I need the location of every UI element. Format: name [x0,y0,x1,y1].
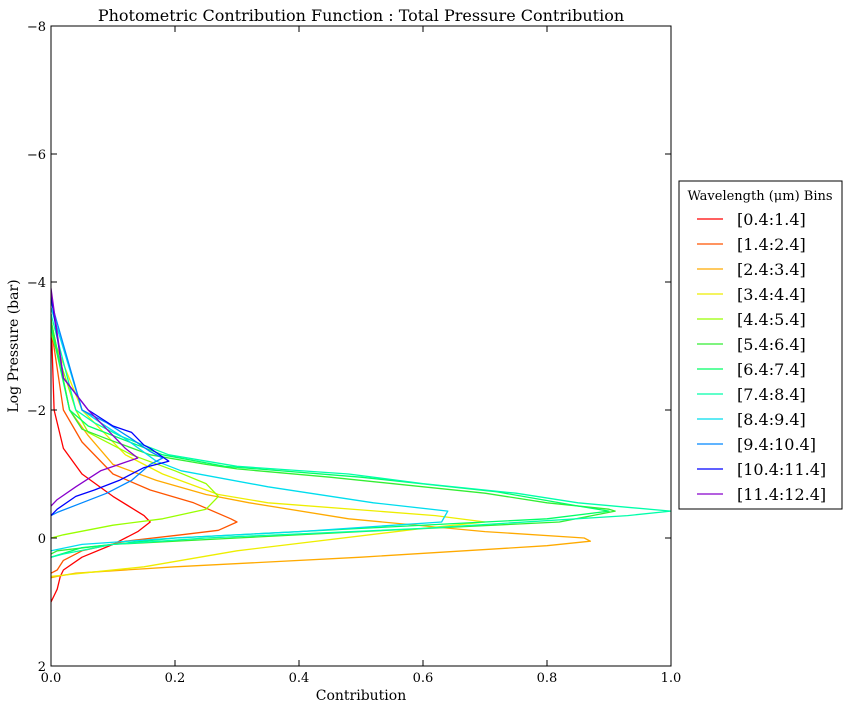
y-axis: 2 0 −2 −4 −6 −8 [27,20,671,675]
x-axis: 0.0 0.2 0.4 0.6 0.8 1.0 [41,26,682,686]
series-line [51,307,449,552]
legend-item-label: [3.4:4.4] [737,285,806,304]
legend-item-label: [4.4:5.4] [737,310,806,329]
y-tick-label: −4 [27,276,46,291]
x-tick-label: 1.0 [661,671,682,686]
y-tick-label: −6 [27,148,46,163]
chart-title: Photometric Contribution Function : Tota… [98,6,624,25]
y-axis-label: Log Pressure (bar) [6,279,22,412]
legend-item-label: [6.4:7.4] [737,360,806,379]
series-line [51,313,671,558]
series-line [51,301,164,517]
x-tick-label: 0.6 [413,671,434,686]
y-tick-label: −8 [27,20,46,35]
legend: Wavelength (μm) Bins [0.4:1.4] [1.4:2.4] [… [678,180,843,510]
series-line [51,313,151,603]
series-line [51,326,238,574]
y-tick-label: 0 [38,532,46,547]
x-axis-label: Contribution [316,688,406,704]
legend-item-label: [7.4:8.4] [737,385,806,404]
legend-item-label: [5.4:6.4] [737,335,806,354]
series-line [51,320,616,555]
legend-item-label: [10.4:11.4] [737,460,826,479]
plot-frame [50,25,672,667]
y-tick-label: 2 [38,660,46,675]
x-tick-label: 0.8 [537,671,558,686]
series-line [51,294,170,517]
x-tick-label: 0.4 [289,671,310,686]
legend-item-label: [0.4:1.4] [737,210,806,229]
series-line [51,333,220,539]
legend-item-label: [11.4:12.4] [737,485,826,504]
legend-item-label: [1.4:2.4] [737,235,806,254]
series-layer [51,288,671,603]
x-tick-label: 0.0 [41,671,62,686]
x-tick-label: 0.2 [165,671,186,686]
series-line [51,332,486,578]
series-line [51,320,592,579]
series-line [51,288,139,507]
legend-title: Wavelength (μm) Bins [687,189,832,204]
y-tick-label: −2 [27,404,46,419]
legend-item-label: [8.4:9.4] [737,410,806,429]
legend-box [678,180,843,510]
legend-item-label: [9.4:10.4] [737,435,816,454]
legend-item-label: [2.4:3.4] [737,260,806,279]
